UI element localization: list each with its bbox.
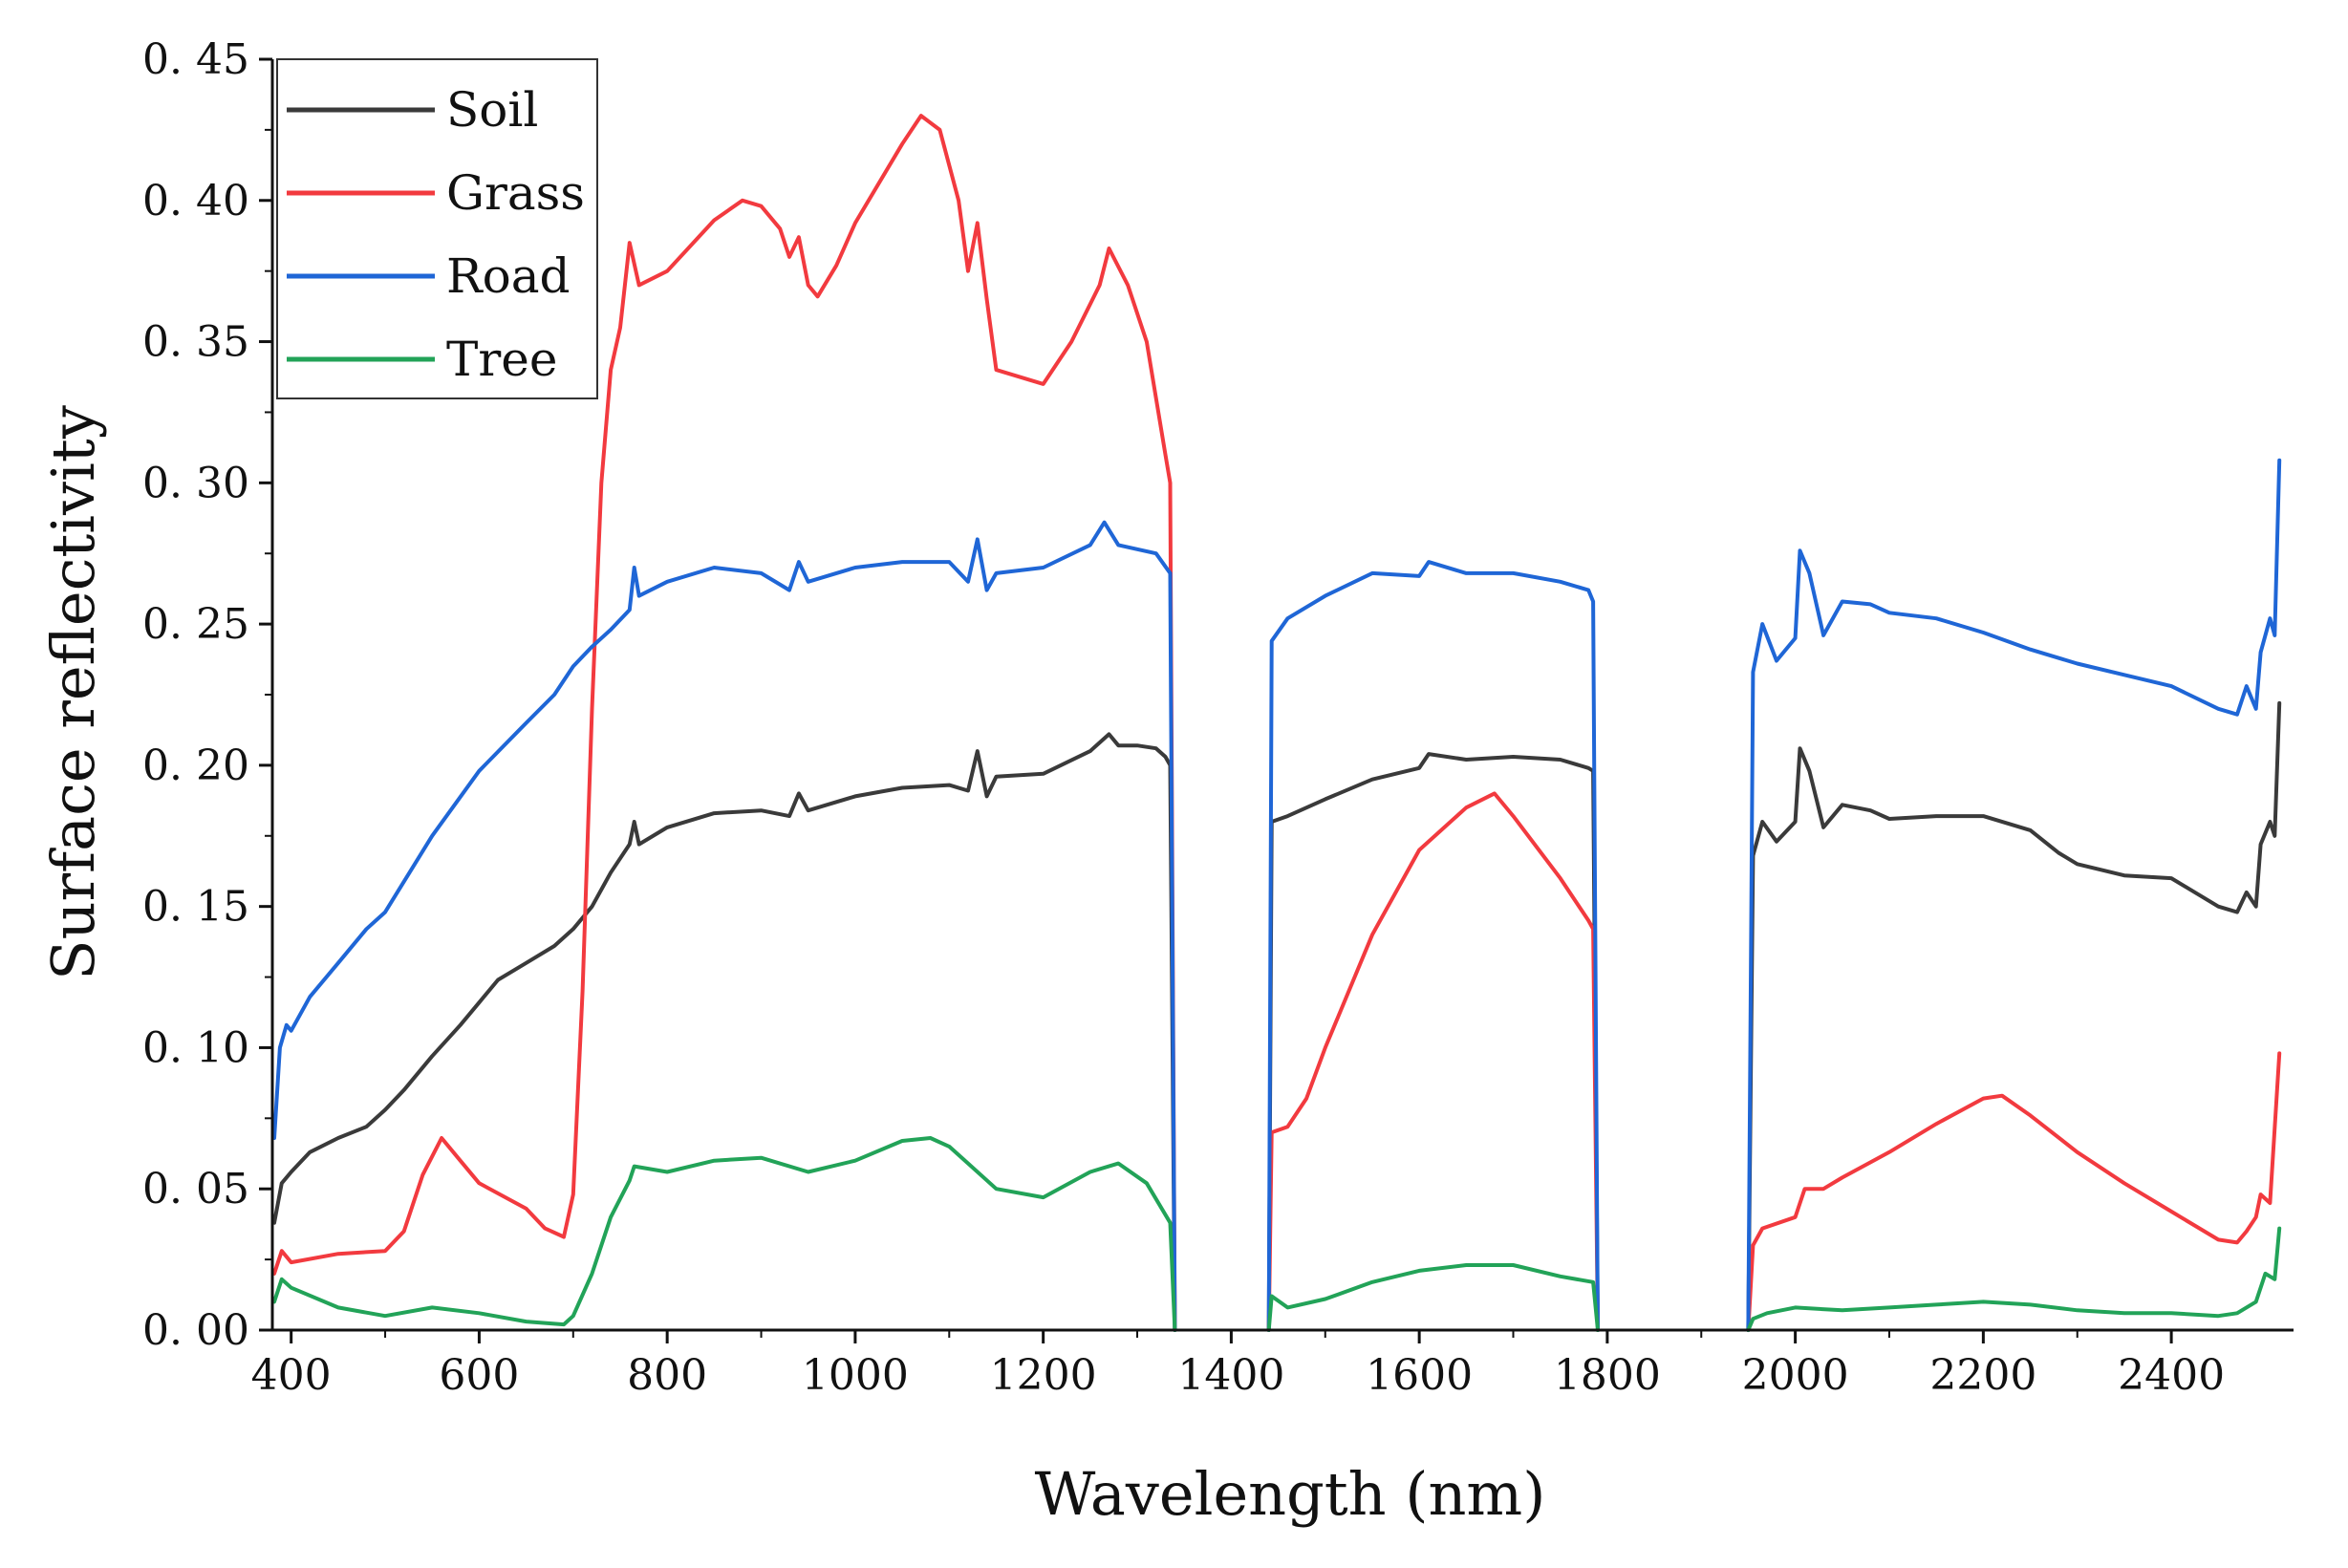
plot-lines <box>272 114 2282 1332</box>
y-tick-label: 0. 30 <box>142 459 249 507</box>
legend-label-road: Road <box>446 248 571 304</box>
series-line-soil <box>272 732 1177 1332</box>
y-axis-title: Surface reflectivity <box>38 405 108 980</box>
x-axis-title: Wavelength (nm) <box>1035 1459 1546 1529</box>
legend-label-grass: Grass <box>446 165 585 221</box>
y-tick-label: 0. 05 <box>142 1165 249 1214</box>
y-tick-label: 0. 35 <box>142 318 249 367</box>
legend-label-soil: Soil <box>446 82 538 138</box>
y-tick-label: 0. 15 <box>142 883 249 932</box>
series-line-tree <box>1266 1263 1600 1332</box>
x-tick-label: 1600 <box>1366 1351 1473 1400</box>
series-line-tree <box>272 1136 1177 1332</box>
y-ticks: 0. 00 0. 05 0. 10 0. 15 0. 20 0. 25 0. 30 0. 35… <box>142 35 272 1355</box>
x-ticks: 400 600 800 1000 1200 1400 1600 1800 2000 2200 240… <box>251 1330 2225 1400</box>
y-tick-label: 0. 10 <box>142 1023 249 1072</box>
legend: Soil Grass Road Tree <box>276 58 598 399</box>
y-tick-label: 0. 25 <box>142 600 249 649</box>
y-tick-label: 0. 20 <box>142 741 249 790</box>
x-tick-label: 600 <box>439 1351 519 1400</box>
series-line-road <box>272 520 1177 1332</box>
x-tick-label: 400 <box>251 1351 332 1400</box>
series-line-road <box>1746 458 2282 1332</box>
x-tick-label: 1200 <box>990 1351 1097 1400</box>
x-tick-label: 1800 <box>1554 1351 1661 1400</box>
x-tick-label: 1000 <box>802 1351 909 1400</box>
y-tick-label: 0. 40 <box>142 177 249 226</box>
x-tick-label: 2000 <box>1742 1351 1849 1400</box>
series-line-soil <box>1746 700 2282 1332</box>
x-tick-label: 2400 <box>2118 1351 2225 1400</box>
series-line-grass <box>1746 1051 2282 1332</box>
series-line-tree <box>1746 1226 2282 1332</box>
y-tick-label: 0. 00 <box>142 1306 249 1355</box>
x-tick-label: 800 <box>627 1351 707 1400</box>
series-line-road <box>1266 560 1600 1332</box>
legend-label-tree: Tree <box>446 332 557 387</box>
series-line-grass <box>1266 791 1600 1332</box>
axes: 0. 00 0. 05 0. 10 0. 15 0. 20 0. 25 0. 30 0. 35… <box>142 35 2294 1400</box>
series-line-grass <box>272 114 1177 1332</box>
x-tick-label: 1400 <box>1177 1351 1284 1400</box>
y-tick-label: 0. 45 <box>142 35 249 84</box>
series-line-soil <box>1266 752 1600 1332</box>
legend-box <box>276 58 598 399</box>
x-tick-label: 2200 <box>1929 1351 2036 1400</box>
